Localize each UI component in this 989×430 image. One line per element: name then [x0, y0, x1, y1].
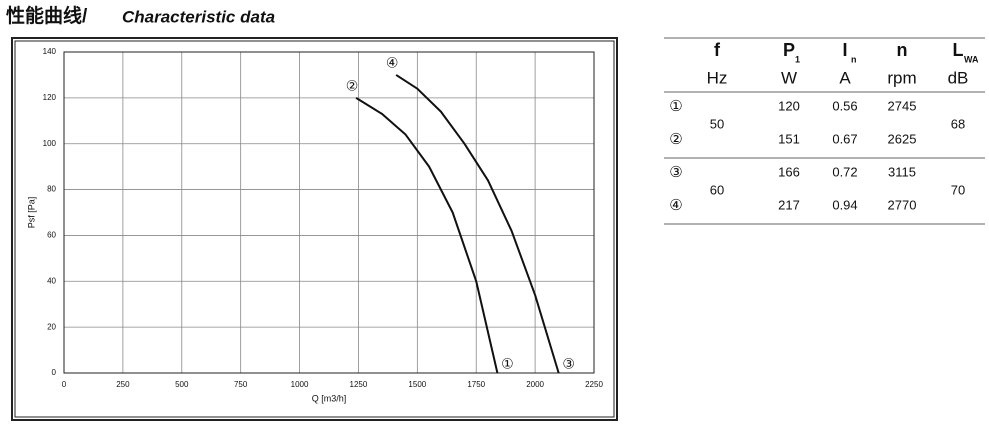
y-tick-label: 140: [43, 47, 57, 56]
chart-frame-inner: [14, 40, 615, 418]
curve-label: ④: [386, 55, 399, 71]
plot: 0 250 500 750 1000 1250 1500 1750 2000 2250 0 20 40 6…: [26, 47, 603, 403]
cell-id: ①: [669, 98, 682, 115]
cell-id: ②: [669, 131, 682, 148]
column-unit: rpm: [887, 68, 916, 87]
column-symbol: f: [714, 40, 721, 60]
curve-label: ①: [501, 356, 514, 372]
cell: 151: [778, 131, 800, 146]
cell-lwa: 70: [951, 182, 965, 197]
x-tick-label: 250: [116, 380, 130, 389]
curve-label: ③: [562, 356, 575, 372]
cell-f: 60: [710, 182, 724, 197]
cell: 120: [778, 98, 800, 113]
curve: [355, 97, 499, 374]
y-tick-label: 80: [47, 185, 56, 194]
x-tick-label: 2250: [585, 380, 603, 389]
x-tick-label: 2000: [526, 380, 544, 389]
cell: 2745: [888, 98, 917, 113]
curve-label: ②: [346, 78, 359, 94]
cell: 0.67: [832, 131, 857, 146]
column-subscript: n: [851, 54, 857, 64]
column-unit: W: [781, 68, 797, 87]
y-tick-label: 20: [47, 322, 56, 331]
x-axis-label: Q [m3/h]: [312, 393, 347, 403]
x-tick-label: 1500: [408, 380, 426, 389]
column-subscript: 1: [795, 54, 800, 64]
column-unit: Hz: [707, 68, 728, 87]
column-symbol: L: [953, 40, 964, 60]
cell: 2770: [888, 197, 917, 212]
cell: 3115: [888, 164, 916, 179]
y-tick-label: 40: [47, 276, 56, 285]
x-tick-label: 750: [234, 380, 248, 389]
column-unit: A: [839, 68, 851, 87]
column-unit: dB: [948, 68, 969, 87]
cell: 166: [778, 164, 800, 179]
column-subscript: WA: [964, 54, 979, 64]
cell: 0.72: [832, 164, 857, 179]
cell: 217: [778, 197, 800, 212]
x-tick-label: 1750: [467, 380, 485, 389]
y-tick-label: 100: [43, 139, 57, 148]
curve: [395, 74, 560, 374]
x-tick-label: 500: [175, 380, 189, 389]
cell: 0.56: [832, 98, 857, 113]
title-en: Characteristic data: [122, 7, 275, 26]
y-tick-label: 120: [43, 93, 57, 102]
x-tick-label: 1250: [350, 380, 368, 389]
column-symbol: I: [842, 40, 847, 60]
x-tick-label: 1000: [291, 380, 309, 389]
y-axis-label: Psf [Pa]: [26, 197, 36, 229]
cell: 0.94: [832, 197, 857, 212]
cell-lwa: 68: [951, 116, 965, 131]
title-cn: 性能曲线/: [6, 4, 88, 27]
chart-frame: [11, 37, 618, 421]
cell-f: 50: [710, 116, 724, 131]
plot-border: [63, 51, 595, 374]
cell-id: ③: [669, 164, 682, 181]
y-tick-label: 0: [52, 368, 57, 377]
cell: 2625: [888, 131, 917, 146]
column-symbol: n: [897, 40, 908, 60]
column-symbol: P: [783, 40, 795, 60]
cell-id: ④: [669, 197, 682, 214]
y-tick-label: 60: [47, 231, 56, 240]
x-tick-label: 0: [62, 380, 67, 389]
